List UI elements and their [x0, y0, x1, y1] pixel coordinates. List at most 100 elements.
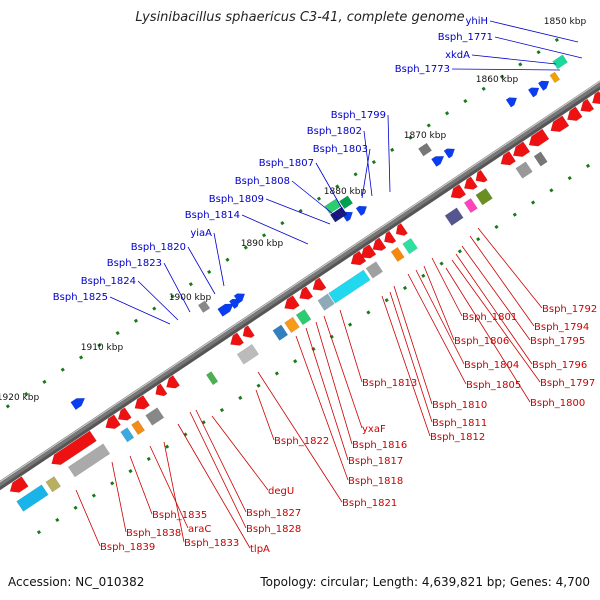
reverse-gene-label[interactable]: Bsph_1795	[530, 336, 585, 347]
leader-line	[489, 20, 579, 43]
forward-gene-label[interactable]: Bsph_1771	[438, 32, 493, 43]
forward-gene-label[interactable]: Bsph_1809	[209, 194, 264, 205]
leader-line	[315, 162, 345, 213]
forward-gene-label[interactable]: Bsph_1814	[185, 210, 240, 221]
reverse-gene-label[interactable]: Bsph_1805	[466, 380, 521, 391]
reverse-gene-label[interactable]: Bsph_1833	[184, 538, 239, 549]
reverse-gene	[230, 332, 245, 346]
reverse-gene-label[interactable]: tlpA	[250, 544, 270, 555]
reverse-gene	[166, 375, 181, 389]
leader-line	[195, 409, 247, 513]
reverse-gene-label[interactable]: Bsph_1818	[348, 476, 403, 487]
kbp-tick-label: 1880 kbp	[324, 187, 367, 197]
forward-gene-label[interactable]: Bsph_1808	[235, 176, 290, 187]
forward-gene-label[interactable]: Bsph_1803	[313, 144, 368, 155]
forward-gene-label[interactable]: yhiH	[465, 16, 488, 27]
forward-gene-label[interactable]: Bsph_1824	[81, 276, 136, 287]
reverse-gene-label[interactable]: Bsph_1821	[342, 498, 397, 509]
kbp-tick-label: 1900 kbp	[169, 293, 212, 303]
reverse-gene-label[interactable]: Bsph_1813	[362, 378, 417, 389]
feature-box	[365, 261, 384, 279]
reverse-gene-label[interactable]: Bsph_1816	[352, 440, 407, 451]
leader-line	[255, 389, 275, 441]
reverse-gene	[155, 383, 168, 397]
feature-box	[533, 151, 548, 167]
forward-gene-label[interactable]: Bsph_1773	[395, 64, 450, 75]
feature-box-top	[549, 71, 561, 84]
genome-stats-text: Topology: circular; Length: 4,639,821 bp…	[260, 575, 590, 589]
reverse-gene-label[interactable]: Bsph_1839	[100, 542, 155, 553]
reverse-gene-label[interactable]: Bsph_1817	[348, 456, 403, 467]
forward-gene-label[interactable]: Bsph_1799	[331, 110, 386, 121]
leader-line	[149, 445, 189, 529]
forward-gene	[537, 80, 550, 91]
reverse-gene-label[interactable]: Bsph_1812	[430, 432, 485, 443]
reverse-gene-label[interactable]: Bsph_1801	[462, 312, 517, 323]
feature-box	[145, 407, 165, 426]
reverse-gene-label[interactable]: araC	[188, 524, 211, 535]
reverse-gene-label[interactable]: Bsph_1828	[246, 524, 301, 535]
feature-box	[205, 371, 219, 386]
forward-gene-label[interactable]: Bsph_1802	[307, 126, 362, 137]
inner-track-dot	[531, 200, 536, 205]
feature-box	[295, 309, 312, 326]
leader-line	[407, 273, 467, 385]
leader-line	[111, 461, 127, 533]
leader-line	[393, 285, 433, 405]
outer-track-dot	[170, 294, 175, 299]
feature-box	[272, 324, 289, 341]
feature-box	[475, 188, 493, 206]
reverse-gene	[395, 223, 408, 236]
forward-gene-label[interactable]: Bsph_1807	[259, 158, 314, 169]
reverse-gene-label[interactable]: Bsph_1822	[274, 436, 329, 447]
feature-box	[120, 427, 135, 443]
reverse-gene-label[interactable]: Bsph_1810	[432, 400, 487, 411]
reverse-gene-label[interactable]: Bsph_1796	[532, 360, 587, 371]
outer-track-dot	[481, 86, 486, 91]
reverse-gene-label[interactable]: Bsph_1827	[246, 508, 301, 519]
leader-line	[189, 411, 247, 529]
reverse-gene-label[interactable]: Bsph_1804	[464, 360, 519, 371]
inner-track-dot	[219, 408, 225, 413]
reverse-gene	[9, 476, 29, 493]
reverse-gene-label[interactable]: Bsph_1792	[542, 304, 597, 315]
leader-line	[381, 295, 431, 437]
feature-box	[45, 476, 62, 493]
reverse-gene-label[interactable]: yxaF	[362, 424, 386, 435]
forward-gene	[355, 205, 368, 217]
reverse-gene-label[interactable]: Bsph_1797	[540, 378, 595, 389]
leader-line	[213, 232, 225, 287]
forward-gene	[443, 148, 456, 159]
reverse-gene	[550, 115, 570, 133]
outer-track-dot	[426, 123, 431, 128]
outer-track-dot	[280, 221, 285, 226]
reverse-gene-label[interactable]: Bsph_1800	[530, 398, 585, 409]
inner-track-dot	[256, 383, 261, 388]
outer-track-dot	[408, 135, 413, 140]
inner-track-dot	[55, 517, 60, 523]
feature-box	[284, 316, 300, 334]
reverse-gene-label[interactable]: Bsph_1835	[152, 510, 207, 521]
forward-gene-label[interactable]: Bsph_1820	[131, 242, 186, 253]
reverse-gene	[500, 150, 517, 166]
reverse-gene-label[interactable]: degU	[268, 486, 294, 497]
forward-gene-label[interactable]: yiaA	[190, 228, 212, 239]
reverse-gene-label[interactable]: Bsph_1811	[432, 418, 487, 429]
leader-line	[389, 291, 433, 423]
inner-track-dot	[293, 359, 298, 364]
outer-track-dot	[97, 343, 102, 348]
reverse-gene-label[interactable]: Bsph_1794	[534, 322, 589, 333]
leader-line	[469, 235, 535, 327]
reverse-gene-label[interactable]: Bsph_1806	[454, 336, 509, 347]
outer-track-dot	[243, 245, 248, 250]
reverse-gene-label[interactable]: Bsph_1838	[126, 528, 181, 539]
forward-gene-label[interactable]: Bsph_1823	[107, 258, 162, 269]
kbp-tick-label: 1920 kbp	[0, 393, 39, 403]
feature-box	[390, 246, 405, 262]
forward-gene-label[interactable]: xkdA	[445, 50, 470, 61]
feature-box-top	[197, 300, 211, 313]
outer-track-dot	[316, 196, 322, 201]
reverse-gene	[117, 407, 132, 421]
forward-gene-label[interactable]: Bsph_1825	[53, 292, 108, 303]
reverse-gene	[463, 176, 478, 190]
